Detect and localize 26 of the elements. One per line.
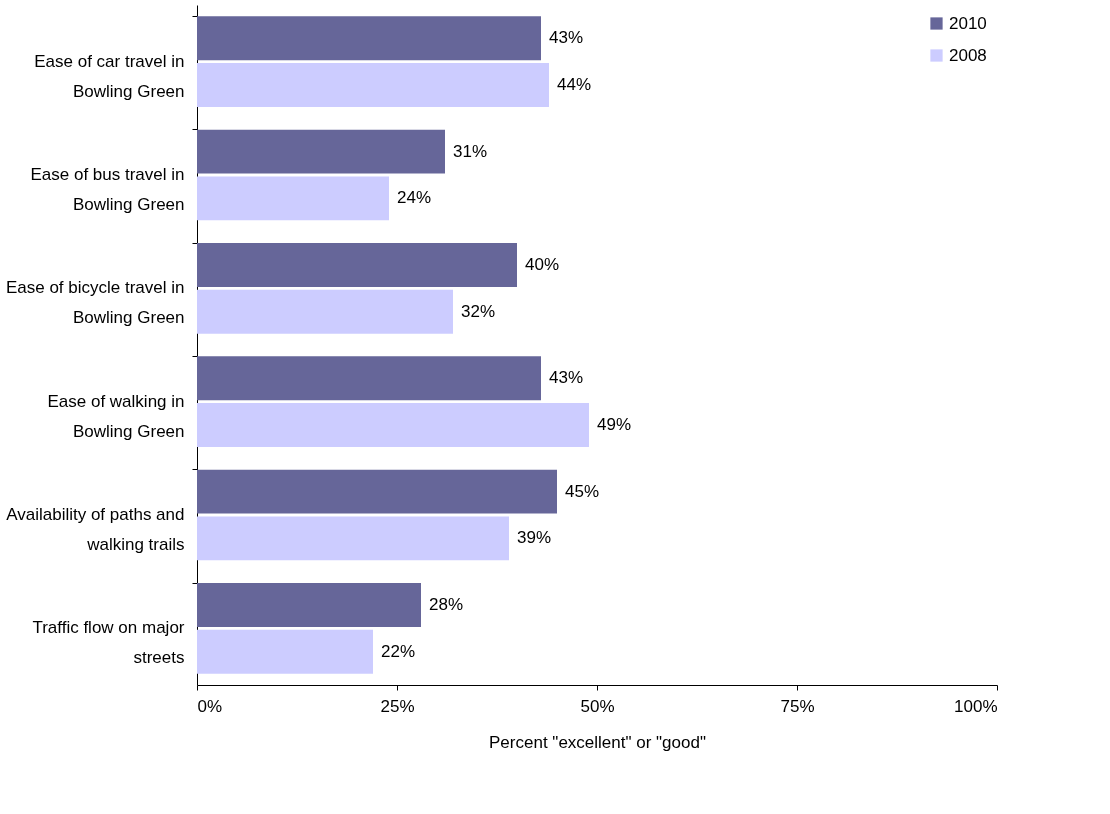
data-label: 24% (397, 188, 432, 208)
y-tick-label: Ease of walking in Bowling Green (47, 391, 185, 441)
y-tick-label: Traffic flow on major streets (32, 618, 185, 668)
y-tick-label: Ease of car travel in Bowling Green (34, 51, 185, 101)
x-tick-label: 100% (954, 696, 998, 716)
legend-label: 2008 (949, 45, 987, 65)
data-label: 40% (525, 254, 560, 274)
y-tick-label: Ease of bus travel in Bowling Green (30, 165, 185, 214)
data-label: 43% (549, 368, 584, 388)
y-tick-label: Availability of paths and walking trails (6, 505, 185, 554)
x-tick-label: 50% (580, 696, 615, 716)
data-label: 44% (557, 75, 592, 95)
data-label: 28% (429, 594, 464, 614)
x-tick-label: 0% (197, 696, 223, 716)
legend-label: 2010 (949, 13, 987, 33)
x-tick-label: 75% (780, 696, 815, 716)
x-axis-title: Percent "excellent" or "good" (489, 732, 706, 752)
data-label: 49% (597, 415, 632, 435)
data-label: 43% (549, 28, 584, 48)
data-label: 39% (517, 528, 552, 548)
data-label: 45% (565, 481, 600, 501)
data-label: 22% (381, 641, 416, 661)
data-label: 31% (453, 141, 488, 161)
y-tick-label: Ease of bicycle travel in Bowling Green (5, 278, 185, 328)
x-tick-label: 25% (380, 696, 415, 716)
data-label: 32% (461, 301, 496, 321)
